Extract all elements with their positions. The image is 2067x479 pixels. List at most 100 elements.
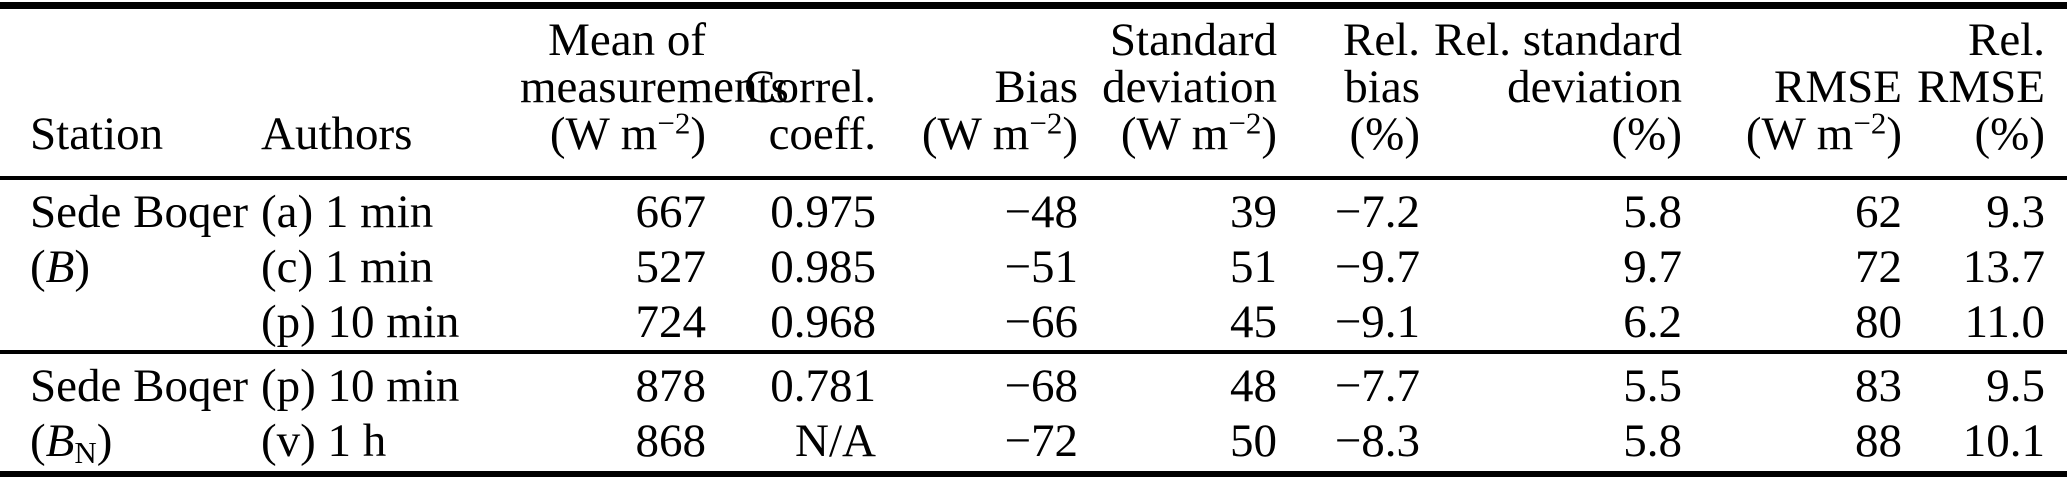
col-header-rmse: RMSE (W m−2) bbox=[1686, 6, 1906, 179]
header-line: (W m−2) bbox=[1082, 107, 1277, 160]
header-line: coeff. bbox=[710, 111, 876, 158]
header-line: Standard bbox=[1082, 17, 1277, 64]
text-segment: ) bbox=[74, 241, 91, 293]
station-cell: Sede Boqer bbox=[0, 178, 248, 240]
header-line: (W m−2) bbox=[880, 107, 1078, 160]
rel-bias-cell: −8.3 bbox=[1334, 415, 1420, 467]
text-segment: deviation bbox=[1102, 61, 1277, 113]
correl-coeff-cell: N/A bbox=[795, 415, 876, 467]
text-segment: Mean of bbox=[548, 14, 706, 66]
text-segment: Sede Boqer bbox=[30, 186, 248, 238]
header-line: Mean of bbox=[520, 17, 706, 64]
station-group-sede-boqer-b: Sede Boqer (a) 1 min 667 0.975 −48 39 −7.2 5.8 6… bbox=[0, 178, 2067, 352]
italic-text: B bbox=[45, 415, 75, 467]
text-segment: ) bbox=[96, 415, 113, 467]
text-segment: (W m bbox=[1745, 108, 1854, 160]
text-segment: Sede Boqer bbox=[30, 360, 248, 412]
bias-cell: −66 bbox=[1004, 296, 1078, 348]
header-line: Correl. bbox=[710, 64, 876, 111]
header-line: Rel. bbox=[1906, 17, 2045, 64]
bias-cell: −72 bbox=[1004, 415, 1078, 467]
text-segment: coeff. bbox=[768, 108, 876, 160]
rel-bias-cell: −7.2 bbox=[1334, 186, 1420, 238]
header-line: Rel. bbox=[1281, 17, 1420, 64]
text-segment: RMSE bbox=[1774, 61, 1902, 113]
rel-standard-deviation-cell: 5.8 bbox=[1623, 186, 1682, 238]
correl-coeff-cell: 0.968 bbox=[770, 296, 876, 348]
text-segment: Rel. bbox=[1342, 14, 1420, 66]
table-row: (BN) (v) 1 h 868 N/A −72 50 −8.3 5.8 88 10.1 bbox=[0, 414, 2067, 474]
header-row: Station Authors Mean of measurements (W m−2)… bbox=[0, 6, 2067, 179]
header-line: Station bbox=[30, 111, 240, 158]
table-row: Sede Boqer (a) 1 min 667 0.975 −48 39 −7.2 5.8 6… bbox=[0, 178, 2067, 240]
superscript: −2 bbox=[1228, 105, 1262, 141]
authors-cell: (p) 10 min bbox=[261, 360, 460, 412]
col-header-authors: Authors bbox=[240, 6, 520, 179]
text-segment: (W m bbox=[1120, 108, 1229, 160]
text-segment: (W m bbox=[549, 108, 658, 160]
text-segment: ( bbox=[30, 415, 46, 467]
text-segment: (%) bbox=[1349, 108, 1420, 160]
standard-deviation-cell: 50 bbox=[1230, 415, 1277, 467]
col-header-rel-bias: Rel. bias (%) bbox=[1281, 6, 1424, 179]
header-line: (%) bbox=[1424, 111, 1682, 158]
header-line: RMSE bbox=[1686, 64, 1902, 111]
bias-cell: −68 bbox=[1004, 360, 1078, 412]
table-row: (B) (c) 1 min 527 0.985 −51 51 −9.7 9.7 72 13.7 bbox=[0, 240, 2067, 295]
authors-cell: (a) 1 min bbox=[261, 186, 434, 238]
header-line: Authors bbox=[261, 111, 520, 158]
rel-standard-deviation-cell: 5.5 bbox=[1623, 360, 1682, 412]
rel-rmse-cell: 9.5 bbox=[1986, 360, 2045, 412]
superscript: −2 bbox=[1029, 105, 1063, 141]
station-cell bbox=[0, 295, 240, 352]
authors-cell: (v) 1 h bbox=[261, 415, 387, 467]
correl-coeff-cell: 0.985 bbox=[770, 241, 876, 293]
col-header-station: Station bbox=[0, 6, 240, 179]
text-segment: (W m bbox=[921, 108, 1030, 160]
text-segment: ) bbox=[690, 108, 706, 160]
col-header-rel-rmse: Rel. RMSE (%) bbox=[1906, 6, 2067, 179]
table-row: (p) 10 min 724 0.968 −66 45 −9.1 6.2 80 11.0 bbox=[0, 295, 2067, 352]
header-line: Rel. standard bbox=[1424, 17, 1682, 64]
standard-deviation-cell: 51 bbox=[1230, 241, 1277, 293]
header-line: deviation bbox=[1082, 64, 1277, 111]
rel-rmse-cell: 9.3 bbox=[1986, 186, 2045, 238]
authors-cell: (c) 1 min bbox=[261, 241, 434, 293]
station-cell: (B) bbox=[0, 240, 240, 295]
text-segment: (%) bbox=[1611, 108, 1682, 160]
bias-cell: −48 bbox=[1004, 186, 1078, 238]
mean-of-measurements-cell: 868 bbox=[635, 415, 707, 467]
rel-bias-cell: −9.7 bbox=[1334, 241, 1420, 293]
station-cell: (BN) bbox=[0, 414, 240, 474]
header-line: deviation bbox=[1424, 64, 1682, 111]
rel-rmse-cell: 13.7 bbox=[1962, 241, 2045, 293]
rmse-cell: 62 bbox=[1855, 186, 1902, 238]
header-line: RMSE bbox=[1906, 64, 2045, 111]
text-segment: ) bbox=[1062, 108, 1078, 160]
text-segment: measurements bbox=[520, 61, 789, 113]
rel-bias-cell: −9.1 bbox=[1334, 296, 1420, 348]
subscript: N bbox=[74, 434, 97, 470]
rel-rmse-cell: 11.0 bbox=[1964, 296, 2045, 348]
text-segment: Rel. standard bbox=[1434, 14, 1682, 66]
header-line: bias bbox=[1281, 64, 1420, 111]
text-segment: (%) bbox=[1974, 108, 2045, 160]
text-segment: ( bbox=[30, 241, 46, 293]
standard-deviation-cell: 39 bbox=[1230, 186, 1277, 238]
text-segment: ) bbox=[1886, 108, 1902, 160]
standard-deviation-cell: 45 bbox=[1230, 296, 1277, 348]
standard-deviation-cell: 48 bbox=[1230, 360, 1277, 412]
rmse-cell: 88 bbox=[1855, 415, 1902, 467]
col-header-standard-deviation: Standard deviation (W m−2) bbox=[1082, 6, 1281, 179]
station-cell: Sede Boqer bbox=[0, 352, 248, 414]
header-line: (%) bbox=[1281, 111, 1420, 158]
text-segment: Standard bbox=[1109, 14, 1277, 66]
mean-of-measurements-cell: 878 bbox=[635, 360, 707, 412]
mean-of-measurements-cell: 667 bbox=[635, 186, 707, 238]
text-segment: Station bbox=[30, 108, 164, 160]
rmse-cell: 80 bbox=[1855, 296, 1902, 348]
col-header-rel-standard-deviation: Rel. standard deviation (%) bbox=[1424, 6, 1686, 179]
mean-of-measurements-cell: 527 bbox=[635, 241, 707, 293]
rel-standard-deviation-cell: 9.7 bbox=[1623, 241, 1682, 293]
